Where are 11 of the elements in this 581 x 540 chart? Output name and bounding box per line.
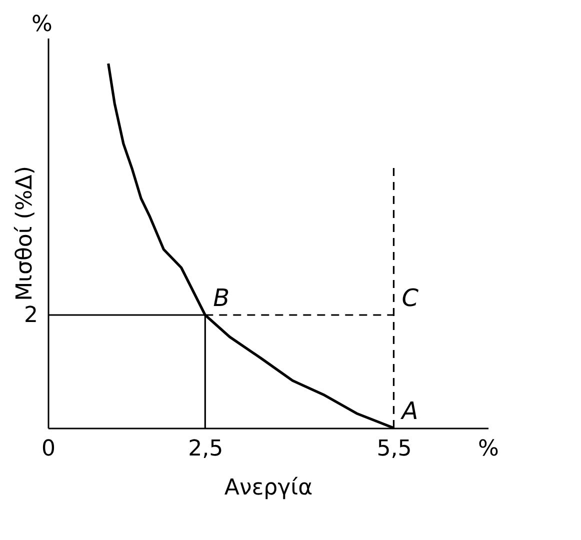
annotation: B (213, 284, 230, 312)
x-tick-label: 0 (42, 436, 56, 462)
annotation: 2 (24, 303, 38, 328)
x-tick-label: % (478, 436, 499, 462)
text: % (32, 12, 52, 37)
x-tick-label: 2,5 (188, 436, 224, 462)
annotation: A (400, 397, 418, 425)
x-axis-title: Ανεργία (224, 476, 313, 500)
x-tick-label: 5,5 (376, 436, 412, 462)
y-axis-title: Μισθοί (%Δ) (12, 166, 38, 301)
annotation: C (402, 284, 419, 312)
